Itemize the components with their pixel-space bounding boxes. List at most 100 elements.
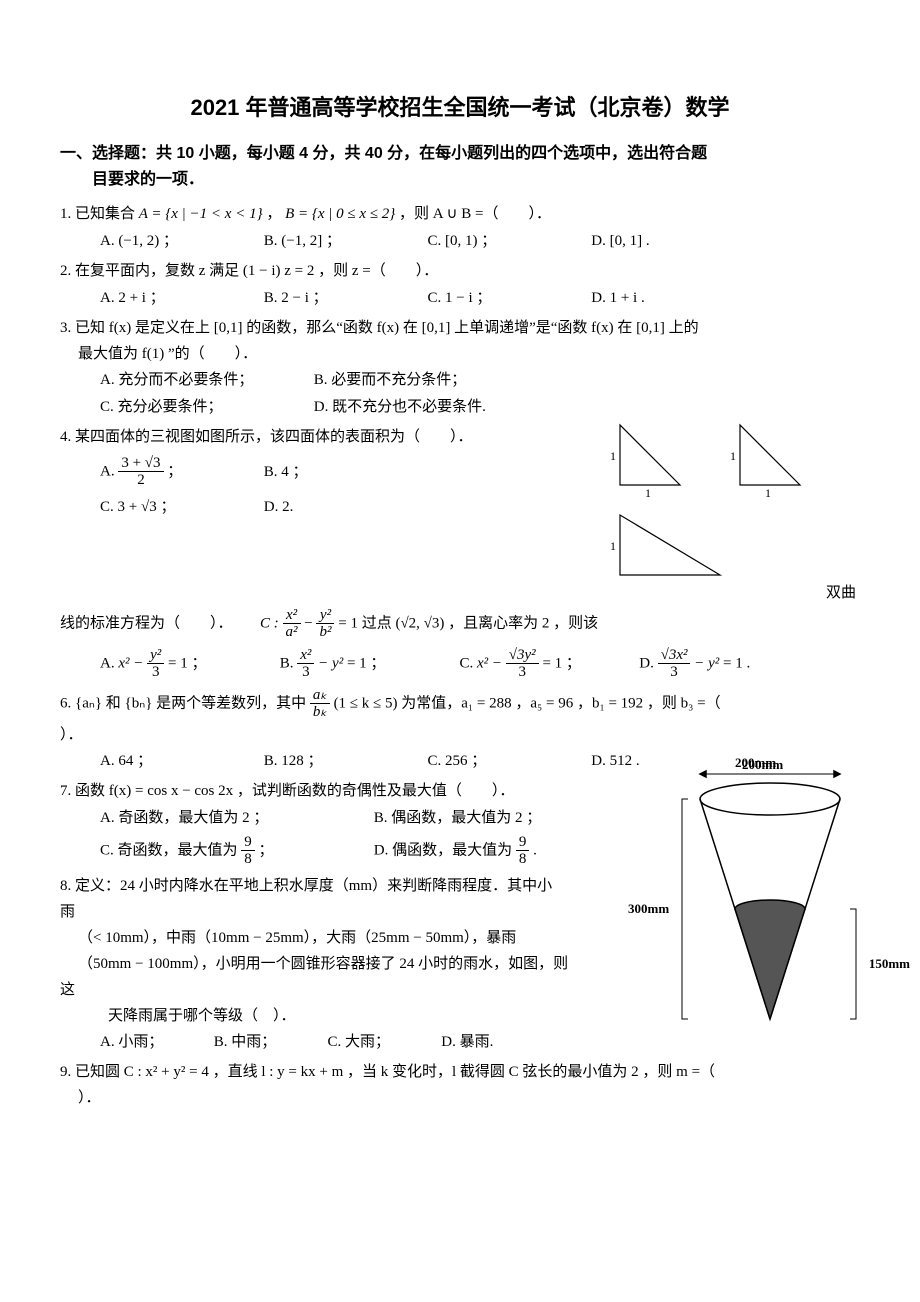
q4-opt-a-pre: A. (100, 463, 118, 479)
question-2: 2. 在复平面内，复数 z 满足 (1 − i) z = 2 ，则 z =（ ）… (60, 259, 860, 310)
q3-stem-a: 3. 已知 f(x) 是定义在上 [0,1] 的函数，那么“函数 f(x) 在 … (60, 316, 860, 340)
q4-opt-c-val: 3 + √3 (118, 499, 157, 515)
q5-opt-c: C. x² − √3y²3 = 1 ； (460, 647, 630, 681)
q1-opt-d: D. [0, 1] . (591, 229, 741, 253)
q4-opt-a-post: ； (167, 463, 182, 479)
q2-opt-b: B. 2 − i ； (264, 286, 414, 310)
q8-stem-f: 天降雨属于哪个等级（ ）． (60, 1004, 860, 1028)
q7c-n: 9 (241, 834, 255, 852)
question-8: 8. 定义：24 小时内降水在平地上积水厚度（mm）来判断降雨程度．其中小 雨 … (60, 874, 860, 1055)
q6-stem-a: 6. {aₙ} 和 {bₙ} 是两个等差数列，其中 (60, 695, 310, 711)
q8-opt-b: B. 中雨； (214, 1030, 314, 1054)
q7-stem: 7. 函数 f(x) = cos x − cos 2x ，试判断函数的奇偶性及最… (60, 779, 860, 803)
q1-stem-b: ，则 A ∪ B =（ ）． (399, 206, 551, 222)
label-150: 150mm (869, 954, 910, 975)
q1-comma1: ， (266, 206, 281, 222)
label-200b: 200mm (735, 753, 776, 774)
q1-opt-b: B. (−1, 2] ； (264, 229, 414, 253)
svg-text:1: 1 (610, 539, 616, 553)
three-view-figure: 1 1 1 1 1 (600, 415, 870, 585)
q7-opt-b: B. 偶函数，最大值为 2 ； (374, 806, 542, 830)
q8-opt-c: C. 大雨； (328, 1030, 428, 1054)
q3-opt-b: B. 必要而不充分条件； (314, 368, 467, 392)
q5-opt-d: D. √3x²3 − y² = 1 . (639, 647, 809, 681)
q6-num: aₖ (310, 687, 330, 705)
question-4: 1 1 1 1 1 4. 某四面体的三视图如图所示，该四面体的表面积为（ ）． … (60, 425, 860, 575)
q1-setA: A = {x | −1 < x < 1} (139, 206, 263, 222)
q4-opt-c-pre: C. (100, 499, 118, 515)
q7d-n: 9 (516, 834, 530, 852)
q5-stem-right: 双曲 (60, 581, 860, 605)
q3-opt-d: D. 既不充分也不必要条件. (314, 395, 486, 419)
q5-minus: − (304, 615, 316, 631)
q1-setB: B = {x | 0 ≤ x ≤ 2} (285, 206, 395, 222)
q8-opt-a: A. 小雨； (100, 1030, 200, 1054)
q5-ynum: y² (316, 607, 334, 625)
q3-opt-a: A. 充分而不必要条件； (100, 368, 300, 392)
q7c-post: ； (259, 842, 274, 858)
question-1: 1. 已知集合 A = {x | −1 < x < 1} ， B = {x | … (60, 202, 860, 253)
q7d-pre: D. 偶函数，最大值为 (374, 842, 516, 858)
q5-opt-b: B. x²3 − y² = 1 ； (280, 647, 450, 681)
q5c-pre: C. (460, 655, 478, 671)
q2-opt-c: C. 1 − i ； (428, 286, 578, 310)
q7-opt-c: C. 奇函数，最大值为 98 ； (100, 834, 360, 868)
q6-stem-b: (1 ≤ k ≤ 5) 为常值，a₁ = 288 ，a₅ = 96 ，b₁ = … (334, 695, 721, 711)
q2-stem: 2. 在复平面内，复数 z 满足 (1 − i) z = 2 ，则 z =（ ）… (60, 259, 860, 283)
q5-mid-b: 过点 (√2, √3) ，且离心率为 2 ，则该 (362, 615, 598, 631)
q7-opt-a: A. 奇函数，最大值为 2 ； (100, 806, 360, 830)
q2-opt-d: D. 1 + i . (591, 286, 741, 310)
svg-text:1: 1 (645, 486, 651, 500)
q7c-pre: C. 奇函数，最大值为 (100, 842, 241, 858)
q6-opt-b: B. 128 ； (264, 749, 414, 773)
q5-eq: = 1 (338, 615, 358, 631)
q4-opt-c-post: ； (160, 499, 175, 515)
svg-text:1: 1 (610, 449, 616, 463)
q4-opt-c: C. 3 + √3 ； (100, 495, 250, 519)
question-5: 双曲 线的标准方程为（ ）． C : x²a² − y²b² = 1 过点 (√… (60, 581, 860, 681)
q7c-d: 8 (241, 851, 255, 868)
q6-opt-a: A. 64 ； (100, 749, 250, 773)
q6-opt-c: C. 256 ； (428, 749, 578, 773)
q4-opt-a: A. 3 + √32 ； (100, 455, 250, 489)
question-7: 7. 函数 f(x) = cos x − cos 2x ，试判断函数的奇偶性及最… (60, 779, 860, 868)
question-9: 9. 已知圆 C : x² + y² = 4 ，直线 l : y = kx + … (60, 1060, 860, 1110)
q5-opt-a: A. x² − y²3 = 1 ； (100, 647, 270, 681)
q4-opt-b: B. 4 ； (264, 460, 414, 484)
q7d-post: . (533, 842, 537, 858)
q6-den: bₖ (310, 704, 330, 721)
q9-stem-a: 9. 已知圆 C : x² + y² = 4 ，直线 l : y = kx + … (60, 1060, 860, 1084)
q5-yden: b² (316, 624, 334, 641)
q5-xden: a² (283, 624, 301, 641)
q5b-pre: B. (280, 655, 298, 671)
q5d-pre: D. (639, 655, 657, 671)
q7d-d: 8 (516, 851, 530, 868)
exam-title: 2021 年普通高等学校招生全国统一考试（北京卷）数学 (60, 90, 860, 125)
q1-stem-a: 1. 已知集合 (60, 206, 139, 222)
q5-C: C : (260, 615, 283, 631)
q8-stem-e: 这 (60, 978, 860, 1002)
section-1-line2: 目要求的一项． (60, 167, 860, 193)
q8-stem-a: 8. 定义：24 小时内降水在平地上积水厚度（mm）来判断降雨程度．其中小 (60, 874, 860, 898)
svg-text:1: 1 (765, 486, 771, 500)
section-1-line1: 一、选择题：共 10 小题，每小题 4 分，共 40 分，在每小题列出的四个选项… (60, 145, 707, 162)
q8-opt-d: D. 暴雨. (441, 1030, 541, 1054)
q8-stem-d: （50mm − 100mm），小明用一个圆锥形容器接了 24 小时的雨水，如图，… (60, 952, 860, 976)
q6-stem-c: ）． (60, 723, 860, 747)
q5-xnum: x² (283, 607, 301, 625)
section-1-header: 一、选择题：共 10 小题，每小题 4 分，共 40 分，在每小题列出的四个选项… (60, 141, 860, 192)
q4-opt-a-den: 2 (118, 472, 163, 489)
q5a-pre: A. (100, 655, 118, 671)
q8-stem-b: 雨 (60, 900, 860, 924)
q4-opt-d: D. 2. (264, 495, 414, 519)
q7-opt-d: D. 偶函数，最大值为 98 . (374, 834, 537, 868)
q2-opt-a: A. 2 + i ； (100, 286, 250, 310)
q5-stem-b: 线的标准方程为（ ）． (60, 615, 233, 631)
q1-opt-a: A. (−1, 2) ； (100, 229, 250, 253)
q3-opt-c: C. 充分必要条件； (100, 395, 300, 419)
question-3: 3. 已知 f(x) 是定义在上 [0,1] 的函数，那么“函数 f(x) 在 … (60, 316, 860, 419)
q1-opt-c: C. [0, 1) ； (428, 229, 578, 253)
q3-stem-b: 最大值为 f(1) ”的（ ）． (60, 342, 860, 366)
svg-text:1: 1 (730, 449, 736, 463)
q4-opt-a-num: 3 + √3 (118, 455, 163, 473)
